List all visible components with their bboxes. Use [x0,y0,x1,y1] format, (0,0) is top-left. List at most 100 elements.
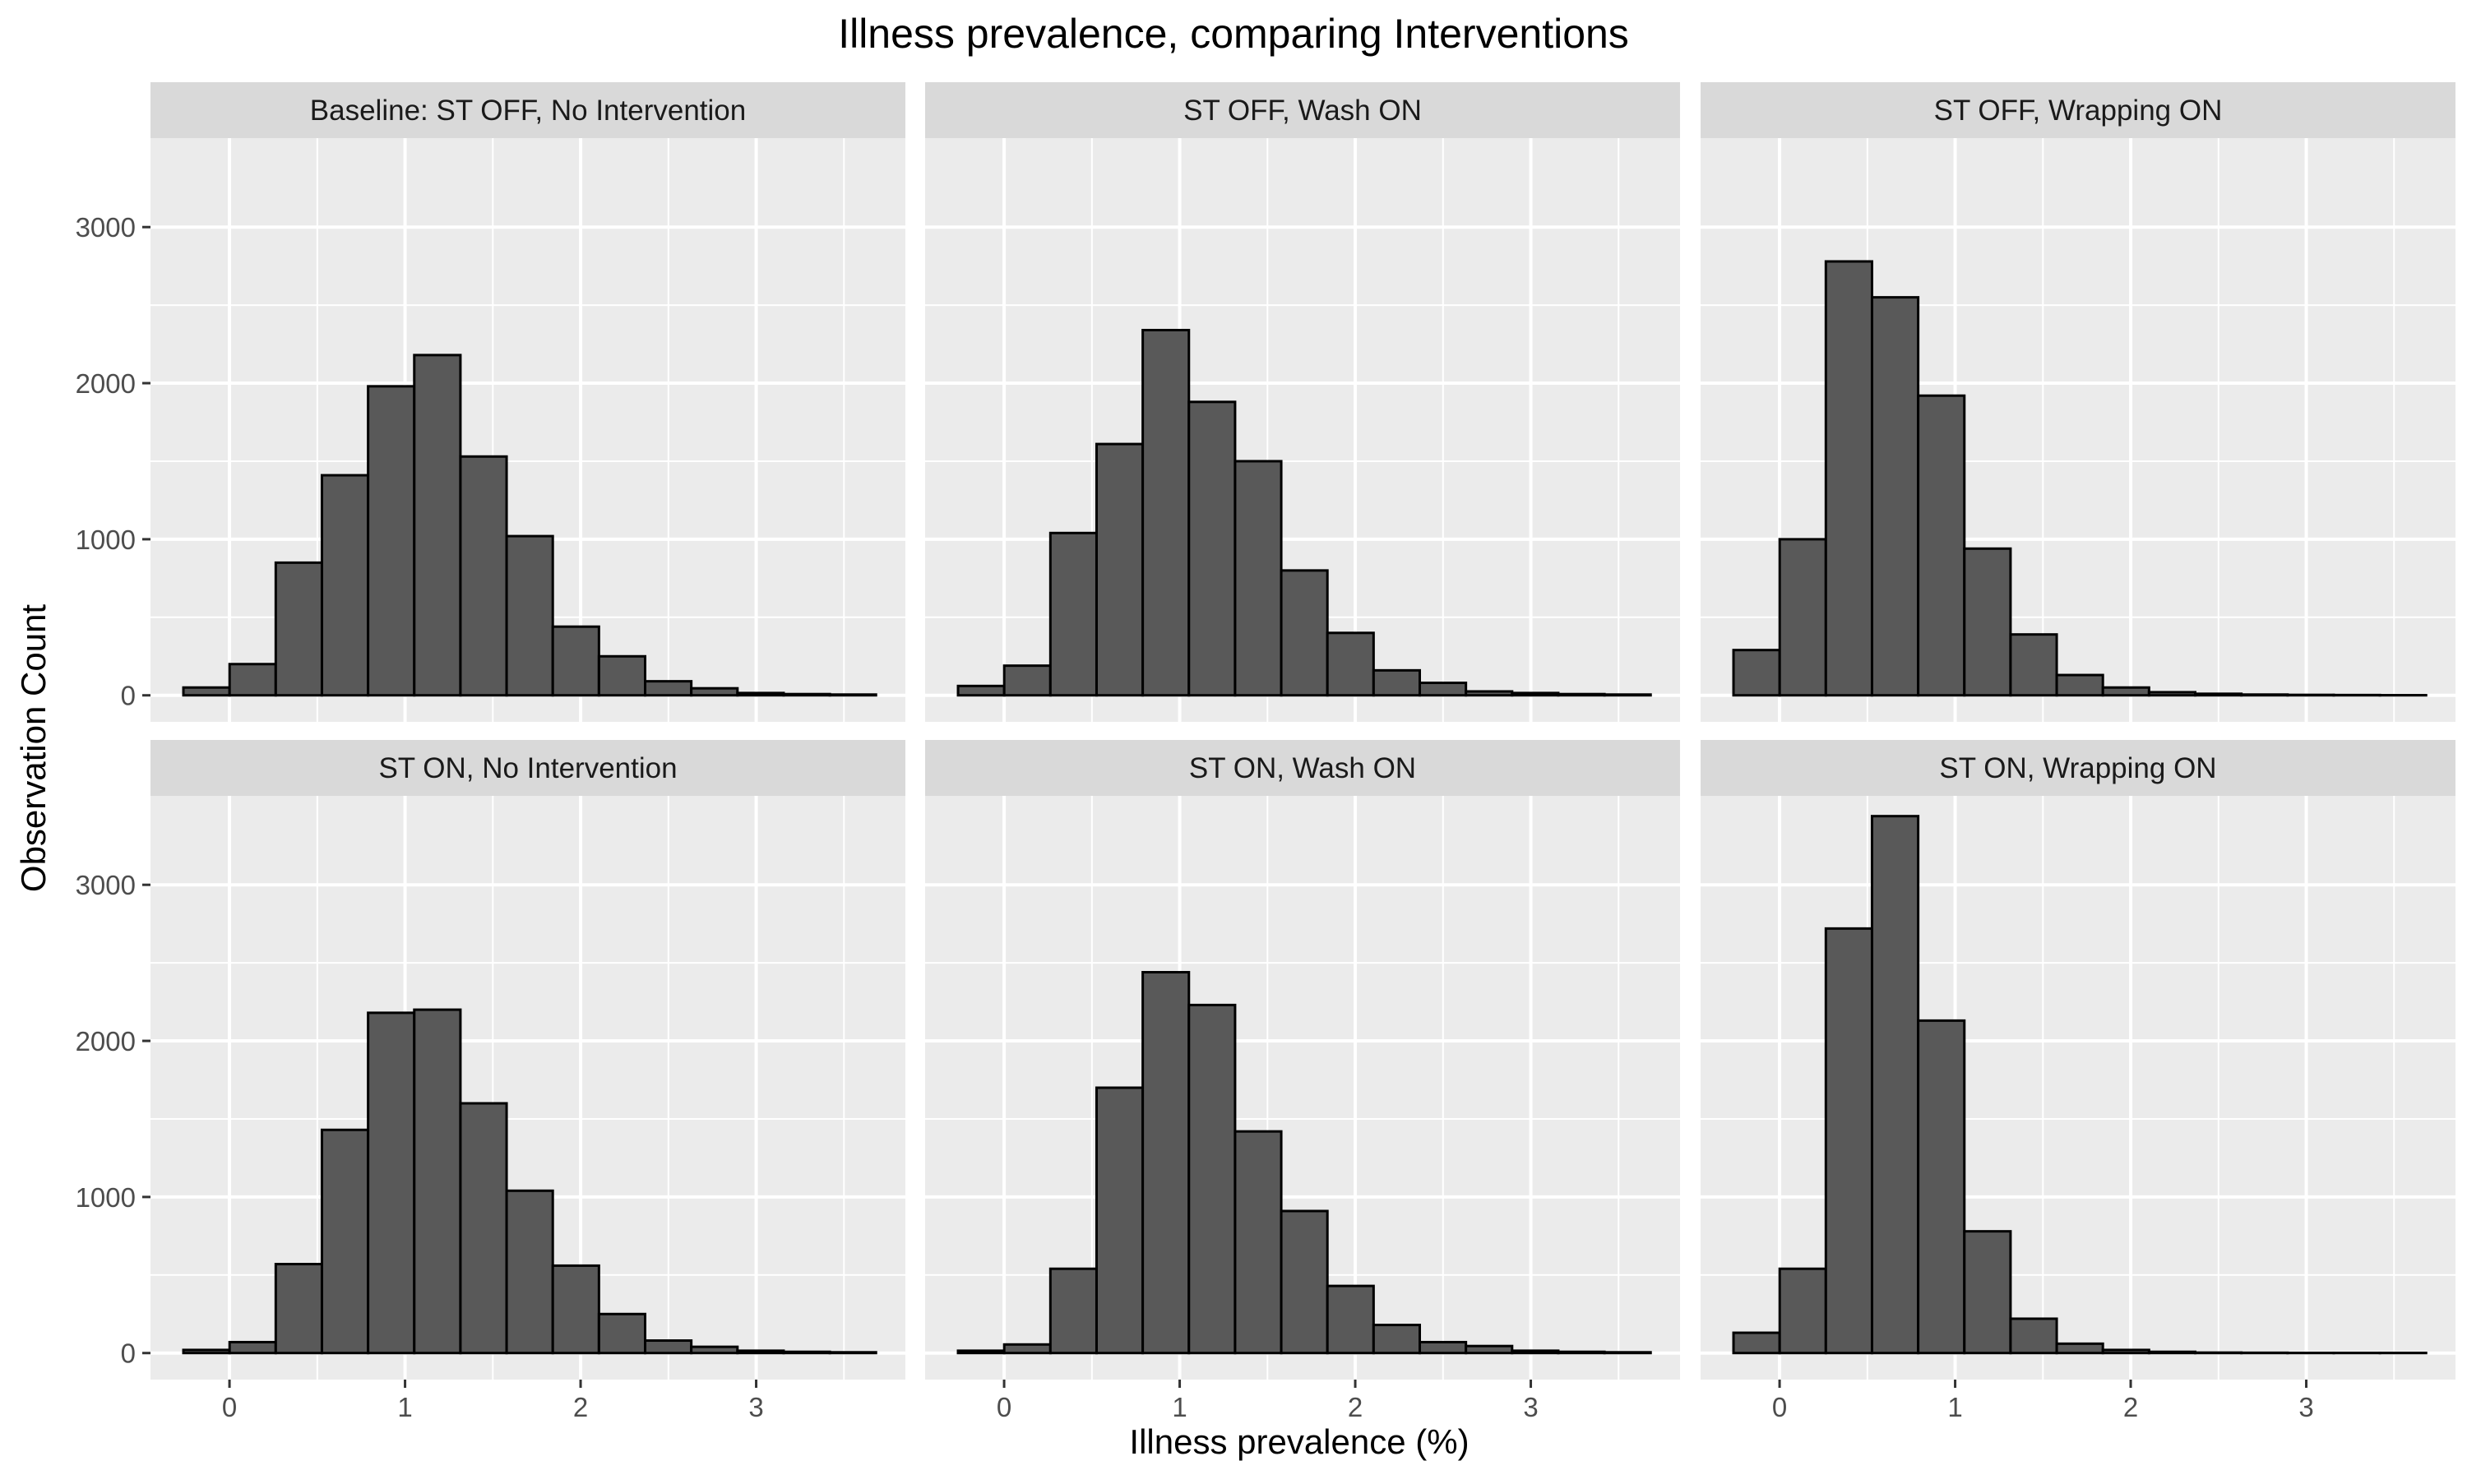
histogram-bar [2103,687,2149,695]
histogram-bar [507,536,553,696]
histogram-bar [1826,261,1872,696]
histogram-bar [1919,395,1965,695]
histogram-bar [958,1351,1004,1353]
histogram-bar [1050,1269,1096,1353]
histogram-bar [1604,695,1650,696]
histogram-bar [2149,1352,2195,1353]
histogram-bar [1327,633,1373,696]
histogram-bar [229,664,275,696]
histogram-bar [646,1341,692,1353]
histogram-bar [1143,973,1189,1353]
strip-label: ST ON, Wrapping ON [1939,752,2216,784]
histogram-bar [1096,1088,1142,1353]
histogram-bar [1235,1131,1281,1353]
y-tick-label: 1000 [76,525,136,555]
strip-label: ST OFF, Wrapping ON [1934,95,2223,127]
histogram-bar [1604,1352,1650,1353]
histogram-bar [1512,1351,1558,1353]
y-tick-label: 3000 [76,870,136,900]
histogram-bar [1826,928,1872,1352]
chart-title: Illness prevalence, comparing Interventi… [838,11,1629,57]
histogram-bar [1281,571,1327,696]
histogram-bar [183,1350,229,1353]
histogram-bar [275,1264,322,1353]
histogram-bar [229,1342,275,1352]
histogram-bar [1558,694,1604,696]
histogram-bar [1004,1344,1050,1352]
histogram-bar [507,1190,553,1352]
facet-panels: Baseline: ST OFF, No Intervention0100020… [76,82,2455,1422]
strip-label: ST ON, Wash ON [1189,752,1416,784]
x-tick-label: 2 [1348,1392,1363,1422]
x-axis-title: Illness prevalence (%) [1129,1422,1469,1461]
histogram-bar [1780,539,1826,696]
x-tick-label: 3 [1523,1392,1538,1422]
histogram-bar [2011,1319,2057,1353]
histogram-bar [1733,650,1780,696]
y-tick-label: 2000 [76,368,136,399]
histogram-bar [1143,331,1189,696]
histogram-bar [1096,444,1142,696]
histogram-bar [1965,1232,2011,1353]
histogram-bar [2149,692,2195,696]
histogram-bar [830,1352,876,1353]
histogram-bar [2242,695,2288,696]
histogram-bar [1558,1352,1604,1353]
histogram-bar [1919,1020,1965,1352]
x-tick-label: 0 [997,1392,1011,1422]
histogram-bar [1189,1005,1235,1352]
histogram-bar [2103,1350,2149,1353]
strip-label: ST OFF, Wash ON [1183,95,1422,127]
histogram-bar [1189,402,1235,696]
histogram-bar [1373,1325,1419,1353]
strip-label: Baseline: ST OFF, No Intervention [310,95,746,127]
histogram-bar [322,1130,368,1352]
histogram-bar [784,1352,830,1353]
histogram-bar [553,1265,599,1352]
histogram-bar [322,475,368,696]
histogram-bar [461,456,507,695]
x-tick-label: 3 [748,1392,763,1422]
histogram-bar [368,1013,414,1353]
histogram-bar [1281,1211,1327,1353]
facet-panel: ST OFF, Wrapping ON [1701,82,2455,722]
histogram-bar [1004,666,1050,696]
histogram-bar [1733,1333,1780,1353]
histogram-bar [1512,693,1558,696]
x-tick-label: 2 [2123,1392,2138,1422]
histogram-bar [1466,1346,1512,1353]
histogram-bar [958,686,1004,695]
histogram-bar [414,1010,461,1353]
histogram-bar [738,693,784,696]
histogram-bar [183,687,229,695]
y-tick-label: 0 [121,681,136,711]
histogram-bar [1872,298,1918,696]
histogram-bar [461,1103,507,1353]
histogram-bar [692,1347,738,1353]
y-axis-title: Observation Count [14,604,53,893]
histogram-bar [2011,635,2057,696]
histogram-bar [1327,1286,1373,1353]
histogram-bar [2196,1352,2242,1353]
histogram-bar [1780,1269,1826,1353]
histogram-bar [599,1314,645,1352]
x-tick-label: 0 [222,1392,237,1422]
histogram-bar [2196,694,2242,696]
strip-label: ST ON, No Intervention [378,752,677,784]
histogram-bar [1050,533,1096,695]
histogram-bar [1466,691,1512,696]
histogram-bar [830,695,876,696]
x-tick-label: 1 [1947,1392,1962,1422]
x-tick-label: 2 [573,1392,588,1422]
histogram-bar [1235,461,1281,696]
histogram-bar [553,626,599,696]
facet-panel: ST OFF, Wash ON [925,82,1680,722]
y-tick-label: 2000 [76,1026,136,1056]
histogram-bar [2057,675,2103,696]
histogram-bar [646,682,692,696]
histogram-bar [368,386,414,696]
histogram-bar [2288,695,2334,696]
